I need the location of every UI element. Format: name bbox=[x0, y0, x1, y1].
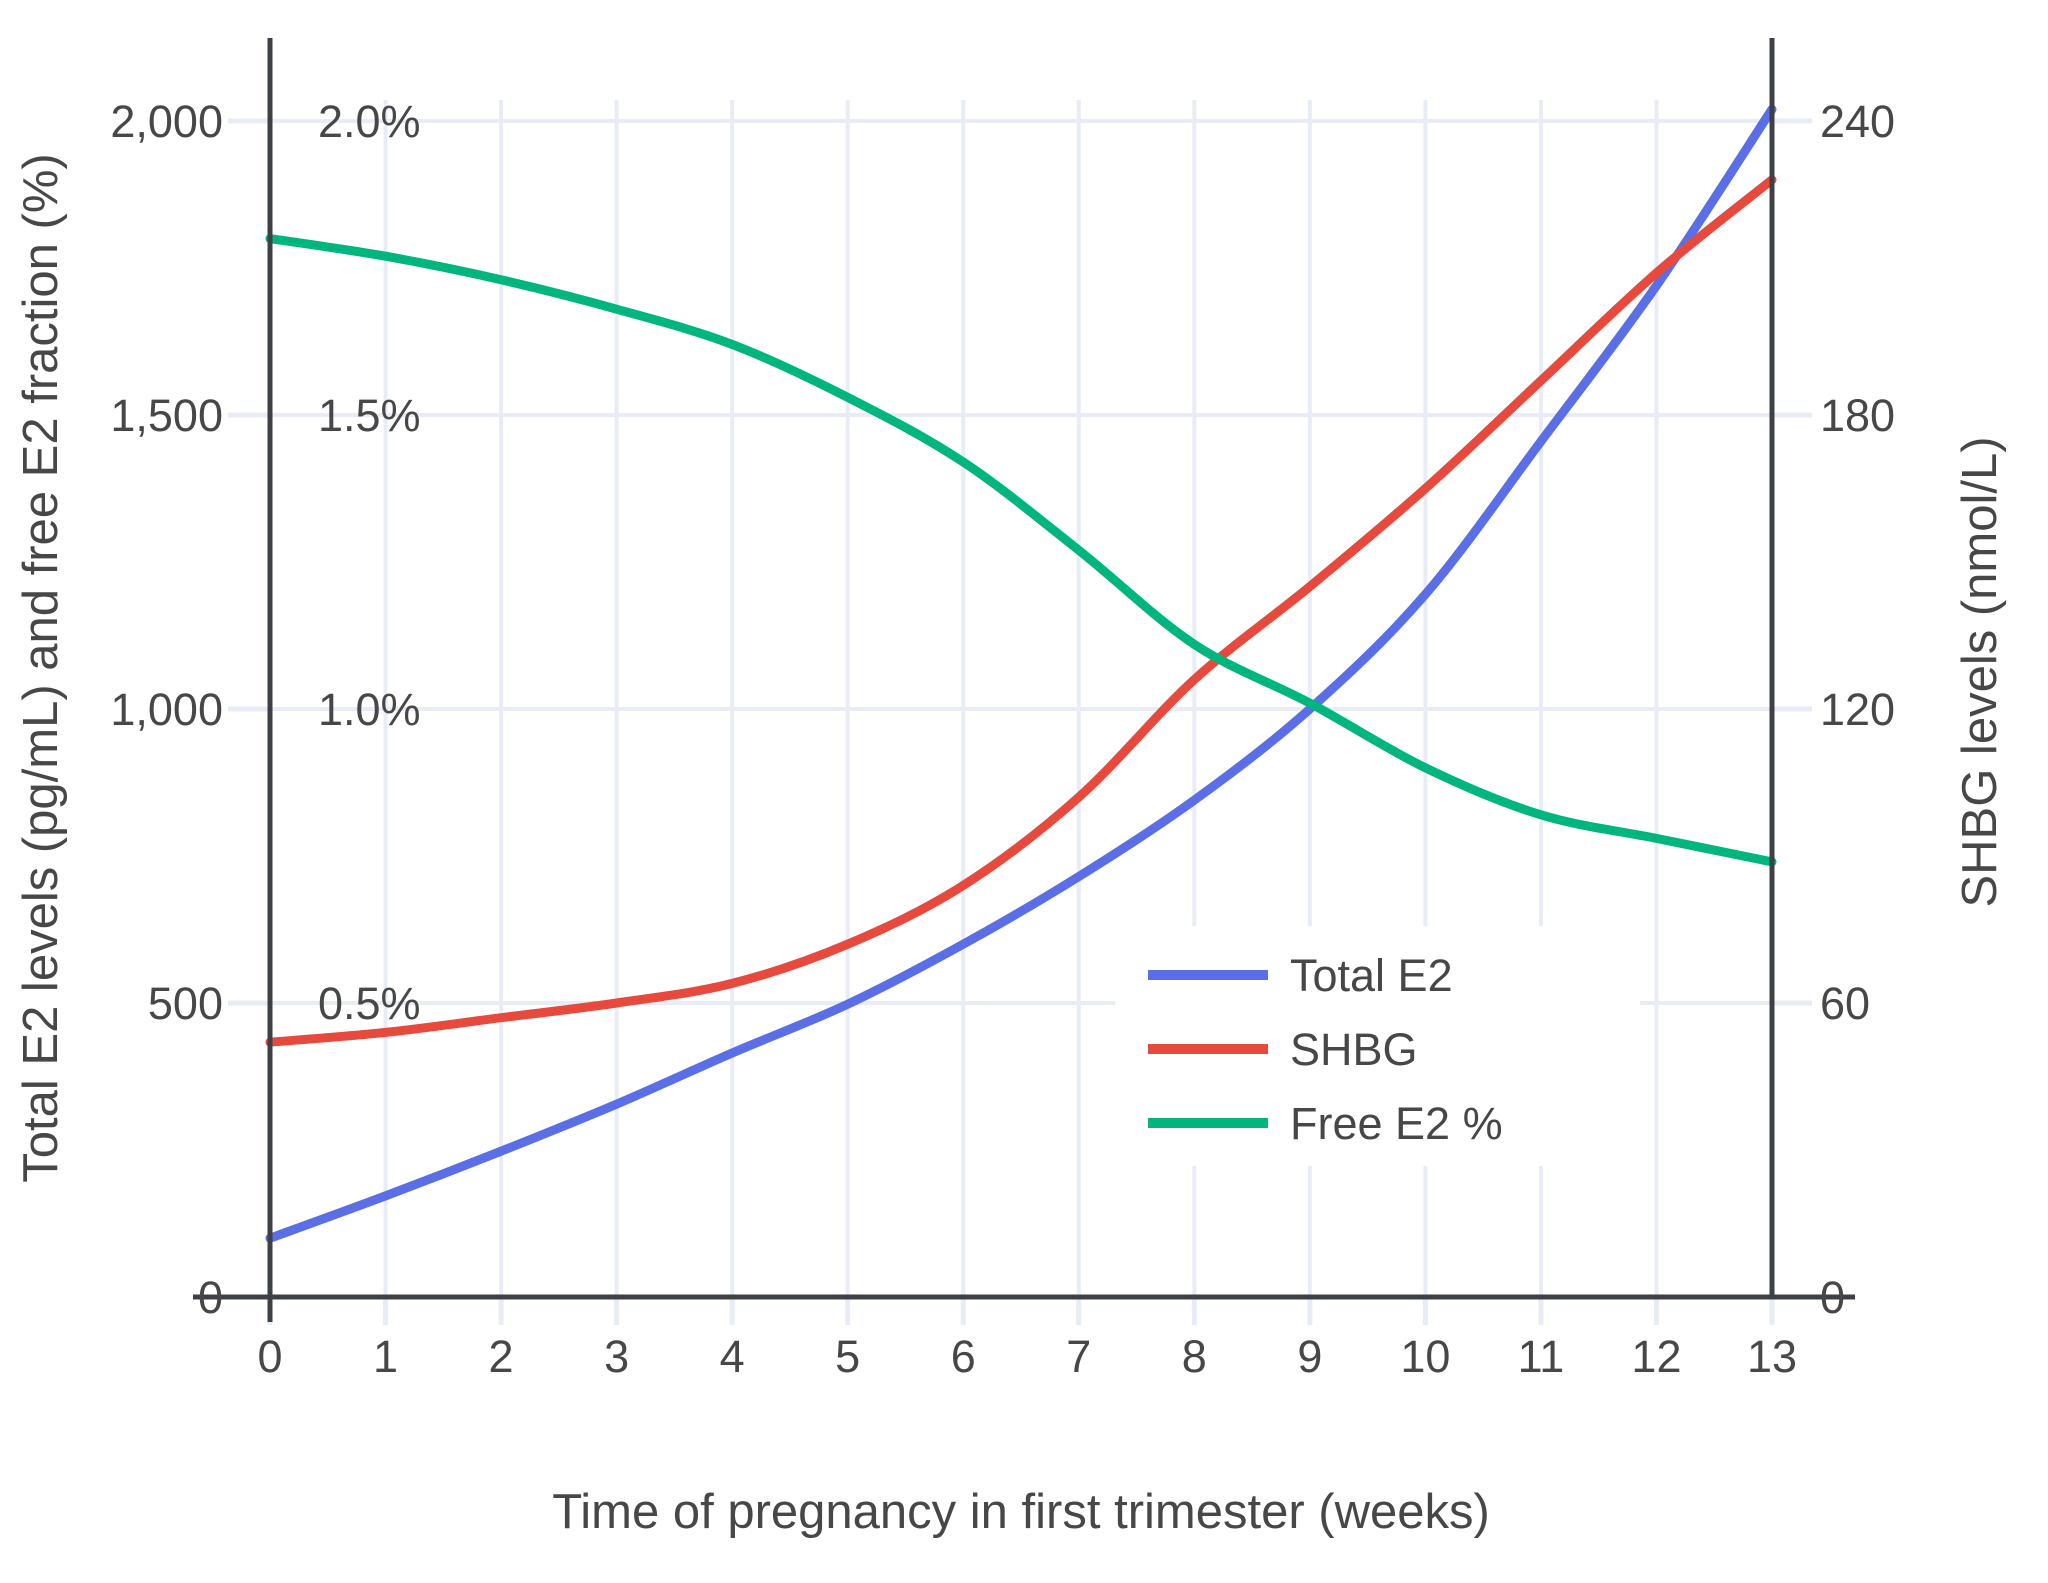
percent-tick-label: 2.0% bbox=[318, 96, 421, 147]
x-tick-label: 3 bbox=[604, 1331, 629, 1382]
y-left-tick-label: 0 bbox=[198, 1272, 223, 1323]
percent-tick-label: 0.5% bbox=[318, 978, 421, 1029]
data-series bbox=[265, 104, 1777, 1243]
y-right-tick-label: 60 bbox=[1820, 978, 1870, 1029]
y-left-tick-label: 1,000 bbox=[110, 684, 223, 735]
tick-marks bbox=[228, 118, 1812, 1325]
y-axis-left-title: Total E2 levels (pg/mL) and free E2 frac… bbox=[14, 153, 68, 1182]
y-right-tick-label: 120 bbox=[1820, 684, 1895, 735]
legend-item-free-e2-[interactable]: Free E2 % bbox=[1148, 1098, 1503, 1149]
legend-item-label: Free E2 % bbox=[1290, 1098, 1503, 1149]
x-tick-label: 5 bbox=[835, 1331, 860, 1382]
x-tick-label: 9 bbox=[1297, 1331, 1322, 1382]
x-tick-label: 13 bbox=[1747, 1331, 1797, 1382]
series-line-total-e2 bbox=[265, 104, 1777, 1243]
x-tick-label: 8 bbox=[1182, 1331, 1207, 1382]
x-tick-label: 7 bbox=[1066, 1331, 1091, 1382]
x-tick-label: 6 bbox=[951, 1331, 976, 1382]
x-tick-label: 1 bbox=[373, 1331, 398, 1382]
x-tick-label: 11 bbox=[1518, 1331, 1565, 1382]
axis-lines bbox=[193, 38, 1855, 1322]
x-tick-label: 2 bbox=[489, 1331, 514, 1382]
y-left-tick-label: 1,500 bbox=[110, 390, 223, 441]
y-left-tick-label: 500 bbox=[148, 978, 223, 1029]
legend-item-total-e2[interactable]: Total E2 bbox=[1148, 950, 1453, 1001]
legend-item-label: Total E2 bbox=[1290, 950, 1453, 1001]
legend: Total E2 SHBG Free E2 % bbox=[1115, 926, 1640, 1166]
x-tick-label: 0 bbox=[257, 1331, 282, 1382]
y-axis-right-title: SHBG levels (nmol/L) bbox=[1953, 436, 2007, 907]
y-right-tick-label: 0 bbox=[1820, 1272, 1845, 1323]
series-line-free-e2- bbox=[265, 234, 1777, 867]
y-right-tick-label: 240 bbox=[1820, 96, 1895, 147]
legend-item-shbg[interactable]: SHBG bbox=[1148, 1024, 1418, 1075]
legend-item-label: SHBG bbox=[1290, 1024, 1418, 1075]
x-tick-label: 10 bbox=[1400, 1331, 1450, 1382]
percent-tick-label: 1.5% bbox=[318, 390, 421, 441]
percent-tick-label: 1.0% bbox=[318, 684, 421, 735]
x-tick-label: 4 bbox=[720, 1331, 745, 1382]
y-left-tick-label: 2,000 bbox=[110, 96, 223, 147]
y-right-tick-label: 180 bbox=[1820, 390, 1895, 441]
x-axis-title: Time of pregnancy in first trimester (we… bbox=[552, 1485, 1490, 1539]
axis-tick-labels: 05001,0001,5002,0000.5%1.0%1.5%2.0%06012… bbox=[110, 96, 1895, 1382]
series-line-shbg bbox=[265, 175, 1777, 1047]
x-tick-label: 12 bbox=[1631, 1331, 1681, 1382]
